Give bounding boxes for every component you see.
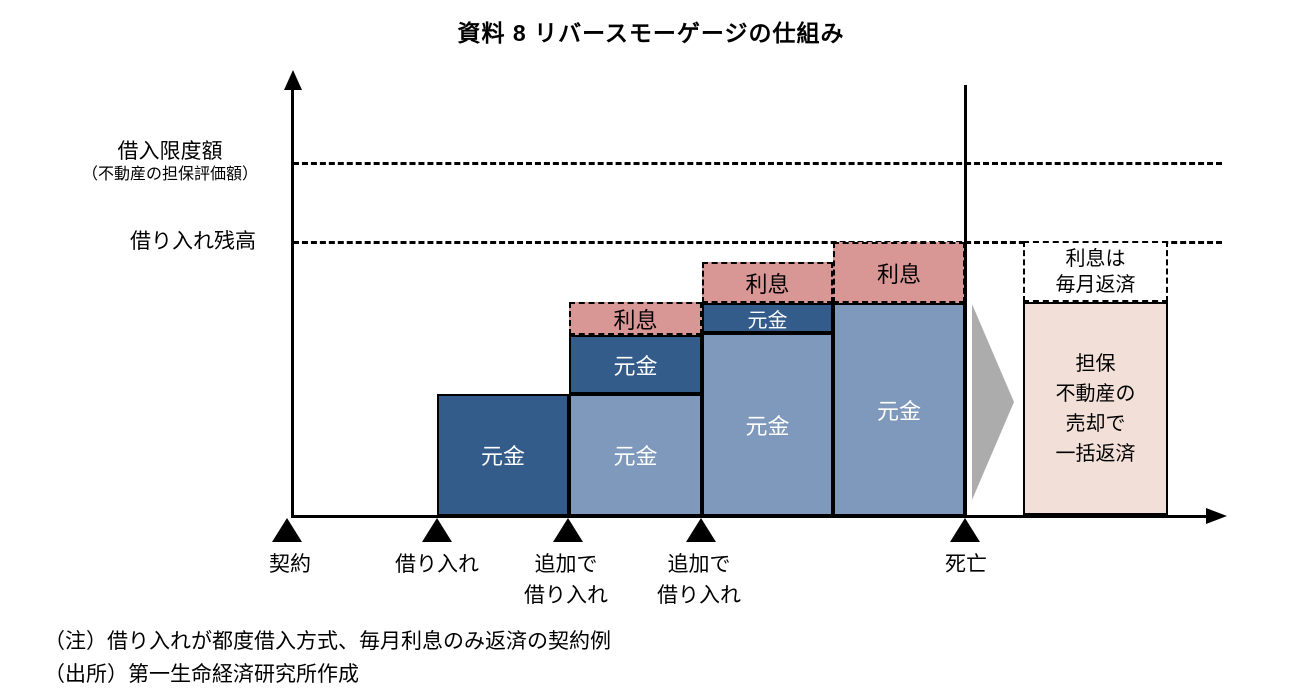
bar3-new-principal-segment: 元金 (702, 303, 833, 333)
footnotes: （注）借り入れが都度借入方式、毎月利息のみ返済の契約例 （出所）第一生命経済研究… (44, 625, 611, 691)
tick-label-death: 死亡 (916, 549, 1016, 580)
bar2-old-principal-segment: 元金 (569, 394, 702, 516)
tick-label-additional-borrow-1-line1: 追加で (534, 553, 598, 576)
tick-label-additional-borrow-2-line2: 借り入れ (657, 584, 741, 607)
borrow-limit-label-line2: （不動産の担保評価額） (81, 166, 258, 183)
y-axis-arrow-icon (284, 70, 302, 90)
bar1-principal-segment: 元金 (437, 394, 569, 516)
tick-label-borrow-line1: 借り入れ (395, 553, 479, 576)
tick-label-contract-line1: 契約 (269, 553, 311, 576)
borrow-limit-label: 借入限度額 （不動産の担保評価額） (48, 139, 292, 186)
lump-sum-line4: 一括返済 (1055, 442, 1136, 465)
tick-marker-borrow (422, 518, 452, 542)
note-line: （注）借り入れが都度借入方式、毎月利息のみ返済の契約例 (44, 630, 611, 653)
tick-label-borrow: 借り入れ (357, 549, 517, 580)
bar2-new-principal-segment: 元金 (569, 335, 702, 394)
tick-marker-death (950, 518, 980, 542)
lump-sum-line3: 売却で (1065, 412, 1126, 435)
bar4-interest-segment: 利息 (833, 242, 965, 303)
lump-sum-line2: 不動産の (1055, 382, 1136, 405)
death-vertical-line (964, 85, 967, 518)
interest-monthly-repayment-box: 利息は 毎月返済 (1023, 241, 1168, 302)
tick-label-additional-borrow-2-line1: 追加で (667, 553, 731, 576)
interest-monthly-line1: 利息は (1065, 247, 1126, 270)
page-title: 資料 8 リバースモーゲージの仕組み (457, 20, 845, 46)
tick-marker-contract (272, 518, 302, 542)
tick-label-contract: 契約 (240, 549, 340, 580)
tick-label-additional-borrow-2: 追加で 借り入れ (619, 549, 779, 611)
interest-monthly-line2: 毎月返済 (1055, 273, 1136, 296)
loan-balance-dashed-line (293, 241, 1222, 244)
borrow-limit-label-line1: 借入限度額 (117, 140, 223, 163)
bar4-principal-segment: 元金 (833, 303, 965, 516)
source-line: （出所）第一生命経済研究所作成 (44, 663, 359, 686)
right-arrow-icon (972, 304, 1014, 500)
x-axis-arrow-icon (1206, 508, 1227, 524)
tick-label-additional-borrow-1-line2: 借り入れ (524, 584, 608, 607)
tick-marker-additional-borrow-2 (686, 518, 716, 542)
x-axis-line (291, 515, 1208, 518)
y-axis-line (291, 86, 294, 518)
bar3-interest-segment: 利息 (702, 262, 833, 303)
lump-sum-line1: 担保 (1075, 352, 1116, 375)
collateral-sale-lump-sum-box: 担保 不動産の 売却で 一括返済 (1023, 302, 1168, 515)
bar3-old-principal-segment: 元金 (702, 333, 833, 516)
tick-marker-additional-borrow-1 (553, 518, 583, 542)
bar2-interest-segment: 利息 (569, 302, 702, 335)
tick-label-death-line1: 死亡 (945, 553, 987, 576)
borrow-limit-dashed-line (293, 162, 1222, 165)
loan-balance-label: 借り入れ残高 (130, 230, 256, 253)
tick-label-additional-borrow-1: 追加で 借り入れ (486, 549, 646, 611)
